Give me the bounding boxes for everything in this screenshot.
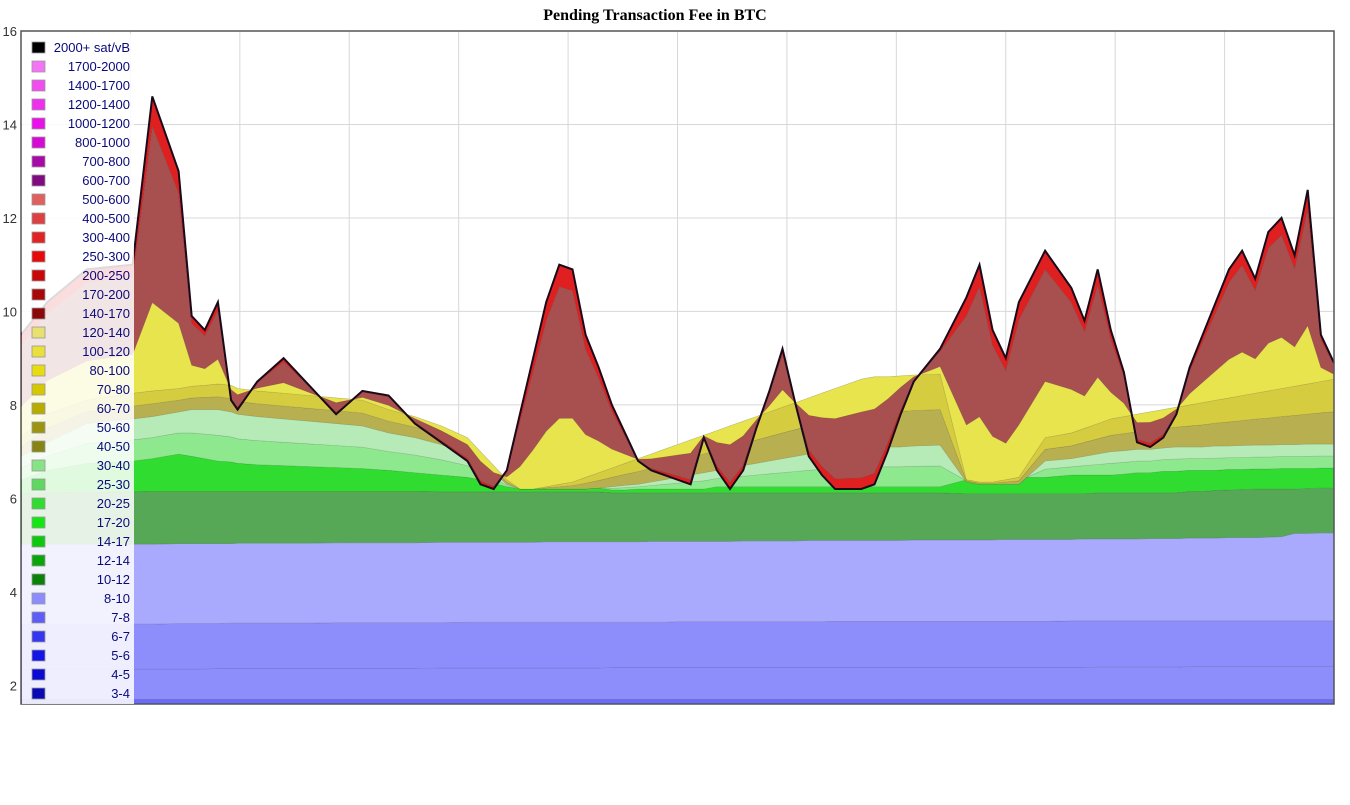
plot-frame [20, 30, 1335, 705]
legend-swatch [31, 136, 46, 149]
total-fee-line [20, 96, 1335, 491]
legend-label: 60-70 [97, 401, 130, 416]
legend-swatch [31, 41, 46, 54]
legend-label: 3-4 [111, 686, 130, 701]
legend-swatch [31, 459, 46, 472]
legend-swatch [31, 364, 46, 377]
legend-label: 5-6 [111, 648, 130, 663]
legend-label: 12-14 [97, 553, 130, 568]
legend-swatch [31, 326, 46, 339]
legend-swatch [31, 383, 46, 396]
chart-title: Pending Transaction Fee in BTC [543, 7, 766, 24]
legend-label: 500-600 [82, 192, 130, 207]
legend-label: 300-400 [82, 230, 130, 245]
legend-label: 17-20 [97, 515, 130, 530]
legend-swatch [31, 288, 46, 301]
legend-label: 6-7 [111, 629, 130, 644]
legend-label: 7-8 [111, 610, 130, 625]
y-tick-label: 6 [10, 491, 17, 506]
legend-swatch [31, 250, 46, 263]
band-7-8-area [20, 620, 1335, 670]
legend-swatch [31, 307, 46, 320]
legend-label: 80-100 [90, 363, 130, 378]
legend-label: 800-1000 [75, 135, 130, 150]
legend-label: 25-30 [97, 477, 130, 492]
legend-swatch [31, 668, 46, 681]
legend-label: 1200-1400 [68, 97, 130, 112]
legend-label: 700-800 [82, 154, 130, 169]
legend-label: 120-140 [82, 325, 130, 340]
legend-swatch [31, 440, 46, 453]
legend-label: 200-250 [82, 268, 130, 283]
legend-swatch [31, 155, 46, 168]
legend-label: 70-80 [97, 382, 130, 397]
legend-swatch [31, 611, 46, 624]
legend-swatch [31, 573, 46, 586]
legend-swatch [31, 212, 46, 225]
y-tick-label: 10 [3, 304, 17, 319]
legend-swatch [31, 649, 46, 662]
legend-label: 40-50 [97, 439, 130, 454]
legend-label: 8-10 [104, 591, 130, 606]
legend-label: 600-700 [82, 173, 130, 188]
legend-label: 1400-1700 [68, 78, 130, 93]
legend-swatch [31, 231, 46, 244]
y-tick-label: 4 [10, 585, 17, 600]
legend-swatch [31, 193, 46, 206]
legend-swatch [31, 79, 46, 92]
legend-label: 400-500 [82, 211, 130, 226]
band-10-14-area [20, 487, 1335, 545]
band-5-7-area [20, 666, 1335, 700]
legend-swatch [31, 402, 46, 415]
legend-label: 30-40 [97, 458, 130, 473]
legend-swatch [31, 269, 46, 282]
legend-label: 250-300 [82, 249, 130, 264]
legend-label: 100-120 [82, 344, 130, 359]
legend-swatch [31, 60, 46, 73]
legend-label: 1000-1200 [68, 116, 130, 131]
legend-swatch [31, 345, 46, 358]
y-tick-label: 2 [10, 678, 17, 693]
legend-label: 4-5 [111, 667, 130, 682]
legend-swatch [31, 630, 46, 643]
legend-label: 170-200 [82, 287, 130, 302]
legend: 2000+ sat/vB 1700-2000 1400-1700 1200-1400 1… [22, 34, 134, 704]
legend-swatch [31, 117, 46, 130]
legend-swatch [31, 421, 46, 434]
total-line [20, 96, 1335, 491]
legend-swatch [31, 535, 46, 548]
y-tick-label: 8 [10, 398, 17, 413]
legend-label: 14-17 [97, 534, 130, 549]
legend-swatch [31, 592, 46, 605]
legend-label: 50-60 [97, 420, 130, 435]
y-tick-label: 14 [3, 117, 17, 132]
legend-swatch [31, 497, 46, 510]
band-8-10-area [20, 532, 1335, 625]
y-tick-label: 16 [3, 24, 17, 39]
legend-swatch [31, 516, 46, 529]
legend-swatch [31, 98, 46, 111]
legend-label: 20-25 [97, 496, 130, 511]
legend-label: 10-12 [97, 572, 130, 587]
y-axis: 2 4 6 8 10 12 14 16 [3, 24, 17, 693]
legend-label: 140-170 [82, 306, 130, 321]
legend-swatch [31, 554, 46, 567]
legend-swatch [31, 687, 46, 700]
y-tick-label: 12 [3, 211, 17, 226]
legend-swatch [31, 174, 46, 187]
legend-label: 2000+ sat/vB [54, 40, 130, 55]
legend-label: 1700-2000 [68, 59, 130, 74]
legend-swatch [31, 478, 46, 491]
